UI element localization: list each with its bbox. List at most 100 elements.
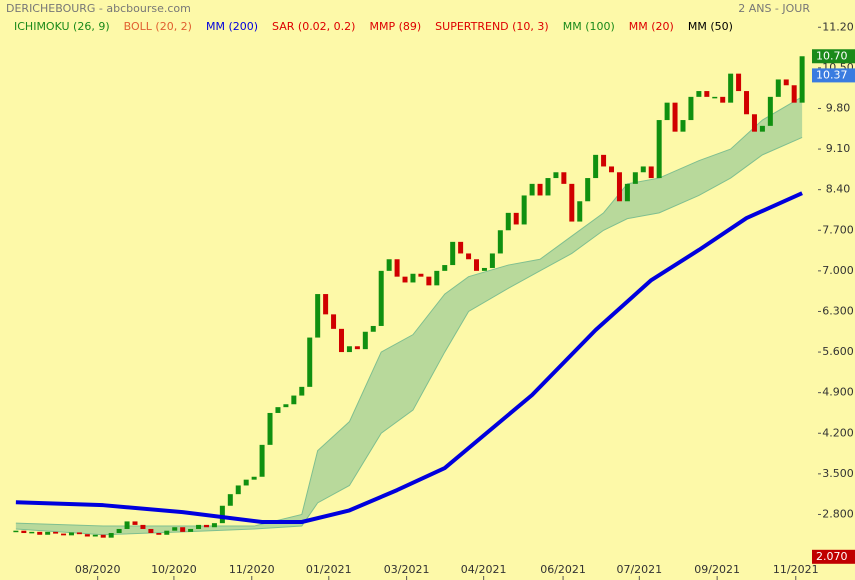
candle xyxy=(569,183,575,222)
candle xyxy=(108,533,114,538)
candle xyxy=(545,178,551,196)
price-marker xyxy=(812,68,855,83)
candle xyxy=(76,532,82,535)
candle xyxy=(259,444,265,477)
candle xyxy=(132,521,138,525)
candle xyxy=(736,73,742,92)
y-tick-label: 9.80 xyxy=(826,101,851,114)
candle xyxy=(458,241,464,254)
price-marker-label: 10.37 xyxy=(816,68,848,81)
candle xyxy=(434,270,440,286)
candle xyxy=(601,154,607,167)
candle xyxy=(45,531,51,535)
candle xyxy=(235,485,241,495)
candle xyxy=(521,195,527,225)
y-tick-label: 9.10 xyxy=(826,142,851,155)
candle xyxy=(307,337,313,387)
candle xyxy=(767,96,773,126)
y-tick-label: 4.200 xyxy=(822,426,854,439)
candle xyxy=(275,407,281,413)
candle xyxy=(13,530,19,533)
candle xyxy=(505,212,511,231)
legend-entry: SUPERTREND (10, 3) xyxy=(435,20,549,33)
y-tick-label: 2.800 xyxy=(822,507,854,520)
candle xyxy=(696,91,702,97)
candle xyxy=(799,56,805,103)
chart-subtitle: 2 ANS - JOUR xyxy=(738,2,810,15)
candle xyxy=(442,265,448,271)
candle xyxy=(474,259,480,271)
candle xyxy=(672,102,678,132)
x-tick-label: 03/2021 xyxy=(384,563,430,576)
candle xyxy=(680,120,686,132)
candle xyxy=(386,259,392,271)
candle xyxy=(593,154,599,179)
candle xyxy=(728,73,734,103)
candle xyxy=(513,212,519,225)
y-tick-label: 7.000 xyxy=(822,264,854,277)
candle xyxy=(744,91,750,115)
price-marker-label: 10.70 xyxy=(816,49,848,62)
cloud-lower xyxy=(15,137,803,536)
candle xyxy=(227,494,233,506)
x-tick-label: 11/2020 xyxy=(229,563,275,576)
mm200-line xyxy=(15,191,803,524)
price-marker-label: 2.070 xyxy=(816,550,848,563)
candle xyxy=(323,294,329,315)
candle xyxy=(354,346,360,350)
candle xyxy=(148,528,154,534)
candle xyxy=(648,166,654,179)
candle xyxy=(410,273,416,283)
candle xyxy=(632,172,638,184)
candle xyxy=(418,273,424,277)
candle xyxy=(751,114,757,132)
x-tick-label: 04/2021 xyxy=(461,563,507,576)
candle xyxy=(21,530,27,534)
candle xyxy=(664,102,670,121)
candle xyxy=(68,532,74,536)
candle xyxy=(251,476,257,480)
legend-entry: SAR (0.02, 0.2) xyxy=(272,20,355,33)
candle xyxy=(219,505,225,524)
candle xyxy=(688,96,694,121)
candle xyxy=(164,530,170,535)
legend-entry: MM (200) xyxy=(206,20,258,33)
candle xyxy=(775,79,781,97)
candle xyxy=(188,528,194,532)
y-tick-label: 6.300 xyxy=(822,304,854,317)
y-tick-label: 5.600 xyxy=(822,345,854,358)
candle xyxy=(100,534,106,538)
candle xyxy=(283,404,289,408)
candle xyxy=(92,534,98,537)
candle xyxy=(53,531,59,534)
x-tick-label: 01/2021 xyxy=(306,563,352,576)
x-tick-label: 06/2021 xyxy=(540,563,586,576)
candle xyxy=(553,172,559,179)
candle xyxy=(370,325,376,332)
price-marker xyxy=(812,49,855,64)
ichimoku-cloud xyxy=(15,96,803,535)
y-tick-label: 8.40 xyxy=(826,183,851,196)
candle xyxy=(561,172,567,184)
candle xyxy=(29,531,35,534)
y-tick-label: 4.900 xyxy=(822,386,854,399)
candle xyxy=(497,230,503,254)
legend-entry: MM (20) xyxy=(629,20,674,33)
candle xyxy=(489,253,495,268)
candle xyxy=(37,531,43,535)
candle xyxy=(196,524,202,529)
candle xyxy=(426,276,432,286)
candle xyxy=(203,524,209,528)
candle xyxy=(211,523,217,528)
candle xyxy=(172,527,178,531)
candle xyxy=(116,528,122,534)
candle xyxy=(640,166,646,173)
candle xyxy=(759,125,765,132)
legend-entry: MM (50) xyxy=(688,20,733,33)
legend-entry: ICHIMOKU (26, 9) xyxy=(14,20,110,33)
x-tick-label: 07/2021 xyxy=(616,563,662,576)
candle xyxy=(61,533,67,536)
candle xyxy=(338,328,344,353)
candle xyxy=(243,479,249,486)
candle xyxy=(315,294,321,338)
